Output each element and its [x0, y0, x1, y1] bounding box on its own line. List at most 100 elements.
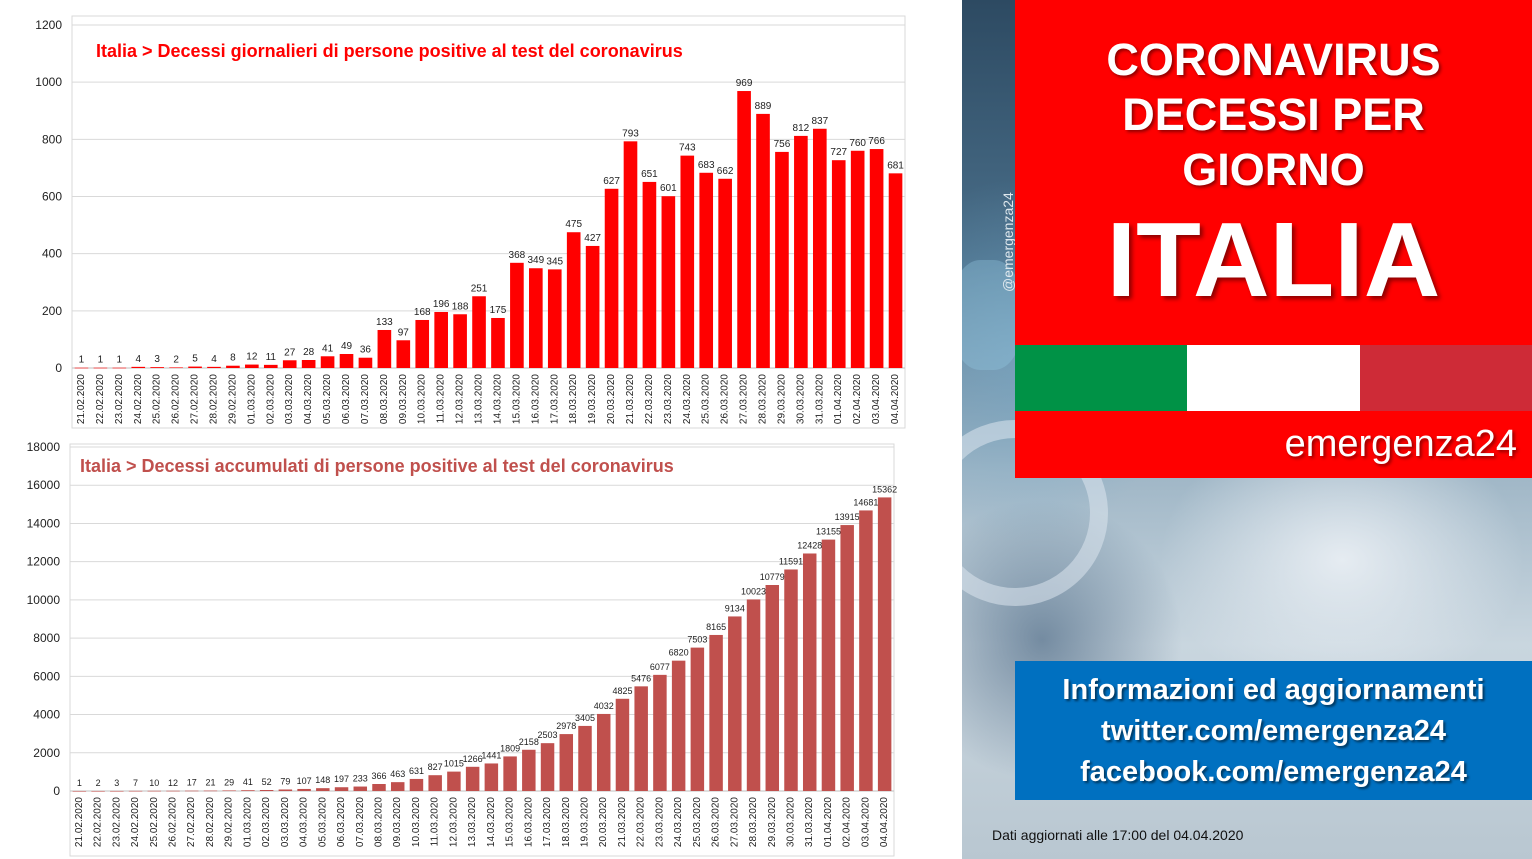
bar: [661, 196, 676, 368]
bar: [728, 616, 742, 791]
bar: [409, 778, 424, 791]
data-label: 969: [736, 78, 753, 89]
y-tick-label: 0: [53, 784, 60, 798]
bar: [334, 787, 349, 791]
data-label: 345: [546, 256, 563, 267]
flag-green: [1015, 345, 1188, 411]
data-label: 12428: [797, 540, 822, 550]
twitter-link[interactable]: twitter.com/emergenza24: [1101, 715, 1446, 747]
x-tick-label: 02.03.2020: [261, 797, 272, 847]
data-label: 1015: [444, 759, 464, 769]
y-tick-label: 800: [42, 132, 62, 146]
x-tick-label: 12.03.2020: [448, 797, 459, 847]
bar: [850, 150, 865, 368]
flag-red: [1359, 345, 1532, 411]
data-label: 7: [133, 778, 138, 788]
data-label: 1809: [500, 743, 520, 753]
x-tick-label: 21.02.2020: [76, 374, 87, 424]
data-label: 727: [830, 147, 847, 158]
y-tick-label: 1000: [35, 75, 62, 89]
bar: [840, 525, 854, 791]
bar: [680, 155, 695, 368]
title-banner: CORONAVIRUS DECESSI PER GIORNO ITALIA: [1015, 0, 1532, 345]
data-label: 10023: [741, 586, 766, 596]
data-label: 366: [371, 771, 386, 781]
x-tick-label: 02.03.2020: [265, 374, 276, 424]
x-tick-label: 24.02.2020: [130, 797, 141, 847]
bar: [484, 763, 499, 791]
x-tick-label: 03.03.2020: [280, 797, 291, 847]
data-label: 683: [698, 160, 715, 171]
x-tick-label: 27.03.2020: [739, 374, 750, 424]
bar: [150, 367, 165, 368]
bar: [301, 359, 316, 368]
x-tick-label: 07.03.2020: [355, 797, 366, 847]
decorative-blob: [962, 260, 1022, 370]
data-label: 5476: [631, 673, 651, 683]
y-tick-label: 2000: [33, 746, 60, 760]
data-label: 1: [117, 355, 123, 366]
data-label: 13915: [835, 512, 860, 522]
bar: [131, 366, 146, 368]
data-label: 756: [774, 139, 791, 150]
bar: [877, 497, 892, 791]
data-label: 233: [353, 774, 368, 784]
data-label: 196: [433, 299, 450, 310]
data-label: 463: [390, 769, 405, 779]
data-label: 41: [322, 343, 334, 354]
data-label: 349: [527, 255, 544, 266]
data-label: 13155: [816, 527, 841, 537]
data-label: 827: [428, 762, 443, 772]
x-tick-label: 28.03.2020: [748, 797, 759, 847]
bar: [765, 585, 780, 791]
brand-banner: emergenza24: [1015, 411, 1532, 478]
x-tick-label: 27.03.2020: [729, 797, 740, 847]
data-label: 743: [679, 143, 696, 154]
bar: [522, 749, 536, 791]
data-label: 760: [849, 138, 866, 149]
x-tick-label: 12.03.2020: [455, 374, 466, 424]
data-label: 4032: [594, 701, 614, 711]
bar: [259, 790, 274, 791]
data-label: 8165: [706, 622, 726, 632]
bar: [297, 788, 311, 791]
facebook-link[interactable]: facebook.com/emergenza24: [1080, 756, 1467, 788]
x-tick-label: 20.03.2020: [598, 797, 609, 847]
y-tick-label: 1200: [35, 18, 62, 32]
bar: [642, 181, 657, 368]
x-tick-label: 23.03.2020: [663, 374, 674, 424]
data-label: 5: [192, 354, 198, 365]
data-label: 17: [187, 778, 197, 788]
bar: [93, 367, 108, 369]
bar: [263, 364, 278, 368]
data-label: 1441: [481, 750, 501, 760]
data-label: 1: [98, 355, 104, 366]
data-label: 475: [565, 219, 582, 230]
data-label: 133: [376, 317, 393, 328]
x-tick-label: 03.04.2020: [860, 797, 871, 847]
bar: [812, 128, 827, 368]
x-tick-label: 29.02.2020: [227, 374, 238, 424]
bar: [491, 317, 505, 368]
chart-title: Italia > Decessi accumulati di persone p…: [80, 456, 674, 476]
x-tick-label: 22.03.2020: [644, 374, 655, 424]
data-label: 12: [168, 778, 178, 788]
bar: [447, 771, 461, 791]
data-label: 107: [297, 776, 312, 786]
bar: [241, 790, 255, 791]
data-label: 889: [755, 101, 772, 112]
bar: [169, 367, 183, 369]
x-tick-label: 31.03.2020: [814, 374, 825, 424]
x-tick-label: 03.03.2020: [284, 374, 295, 424]
data-label: 4: [135, 354, 141, 365]
x-tick-label: 25.03.2020: [701, 374, 712, 424]
bar: [559, 734, 574, 791]
bar: [316, 788, 330, 791]
bar: [465, 766, 480, 791]
data-label: 601: [660, 183, 677, 194]
x-tick-label: 13.03.2020: [467, 797, 478, 847]
x-tick-label: 10.03.2020: [411, 797, 422, 847]
bar: [396, 340, 411, 368]
bar: [585, 245, 600, 368]
x-tick-label: 21.03.2020: [625, 374, 636, 424]
